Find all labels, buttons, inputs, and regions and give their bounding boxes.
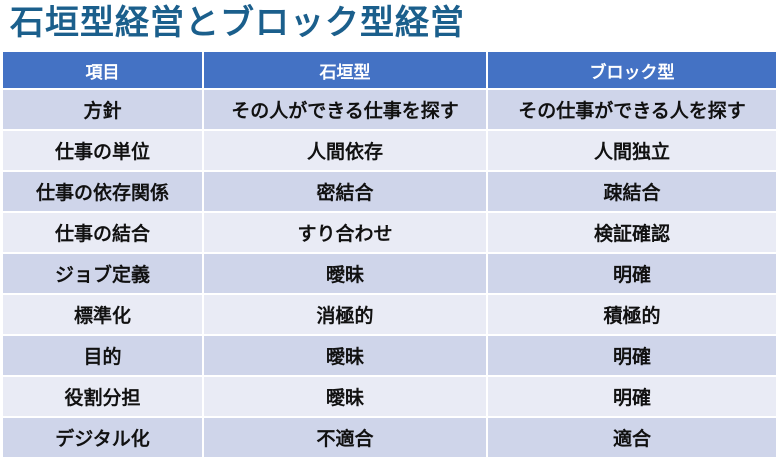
row-label: デジタル化 [3,416,204,457]
table-header-row: 項目 石垣型 ブロック型 [3,52,776,89]
table-row: ジョブ定義 曖昧 明確 [3,252,776,294]
block-value: その仕事ができる人を探す [487,88,776,130]
block-value: 適合 [487,416,776,457]
header-item: 項目 [3,52,204,89]
ishigaki-value: 人間依存 [203,129,488,171]
table-row: 仕事の結合 すり合わせ 検証確認 [3,211,776,253]
table-row: 仕事の単位 人間依存 人間独立 [3,129,776,171]
block-value: 人間独立 [487,129,776,171]
table-row: デジタル化 不適合 適合 [3,416,776,457]
ishigaki-value: 密結合 [203,170,488,212]
row-label: 仕事の結合 [3,211,204,253]
page-title: 石垣型経営とブロック型経営 [10,3,465,43]
ishigaki-value: すり合わせ [203,211,488,253]
header-ishigaki: 石垣型 [203,52,488,89]
ishigaki-value: 曖昧 [203,334,488,376]
table-row: 標準化 消極的 積極的 [3,293,776,335]
block-value: 検証確認 [487,211,776,253]
row-label: 仕事の単位 [3,129,204,171]
table-row: 役割分担 曖昧 明確 [3,375,776,417]
block-value: 明確 [487,252,776,294]
ishigaki-value: 曖昧 [203,252,488,294]
ishigaki-value: 不適合 [203,416,488,457]
row-label: ジョブ定義 [3,252,204,294]
row-label: 目的 [3,334,204,376]
header-block: ブロック型 [487,52,776,89]
table-row: 目的 曖昧 明確 [3,334,776,376]
ishigaki-value: その人ができる仕事を探す [203,88,488,130]
ishigaki-value: 消極的 [203,293,488,335]
table-row: 方針 その人ができる仕事を探す その仕事ができる人を探す [3,88,776,130]
block-value: 疎結合 [487,170,776,212]
row-label: 方針 [3,88,204,130]
row-label: 役割分担 [3,375,204,417]
table-row: 仕事の依存関係 密結合 疎結合 [3,170,776,212]
comparison-table: 項目 石垣型 ブロック型 方針 その人ができる仕事を探す その仕事ができる人を探… [3,52,776,457]
ishigaki-value: 曖昧 [203,375,488,417]
row-label: 仕事の依存関係 [3,170,204,212]
block-value: 明確 [487,334,776,376]
row-label: 標準化 [3,293,204,335]
block-value: 明確 [487,375,776,417]
block-value: 積極的 [487,293,776,335]
